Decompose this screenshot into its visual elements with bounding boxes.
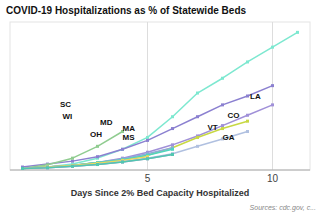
point [21, 167, 24, 170]
series-line [23, 32, 298, 168]
point [146, 139, 149, 142]
point [196, 115, 199, 118]
series-line [23, 154, 173, 168]
series-label: MA [123, 124, 136, 133]
series-line [23, 157, 148, 169]
point [21, 167, 24, 170]
series-line [23, 148, 173, 169]
point [171, 143, 174, 146]
series-line [23, 149, 173, 168]
point [46, 166, 49, 169]
point [146, 136, 149, 139]
point [71, 165, 74, 168]
point [71, 157, 74, 160]
point [221, 127, 224, 130]
point [196, 136, 199, 139]
point [96, 163, 99, 166]
point [171, 115, 174, 118]
point [71, 165, 74, 168]
point [246, 95, 249, 98]
point [221, 77, 224, 80]
point [71, 164, 74, 167]
point [171, 148, 174, 151]
point [21, 167, 24, 170]
series-label: VT [208, 123, 218, 132]
series-label: WI [63, 112, 73, 121]
series-label: GA [223, 133, 235, 142]
point [96, 163, 99, 166]
point [121, 161, 124, 164]
point [21, 167, 24, 170]
plot-frame [10, 22, 310, 170]
point [121, 148, 124, 151]
series-line [23, 132, 248, 169]
series-line [23, 86, 273, 167]
point [271, 46, 274, 49]
point [96, 155, 99, 158]
point [121, 161, 124, 164]
point [46, 166, 49, 169]
point [46, 166, 49, 169]
series-line [23, 121, 248, 168]
series-label: MD [100, 118, 113, 127]
series-line [23, 105, 273, 169]
point [46, 166, 49, 169]
point [71, 164, 74, 167]
series-label: LA [250, 92, 261, 101]
point [21, 167, 24, 170]
source: Sources: cdc.gov, c... [250, 204, 316, 212]
point [21, 167, 24, 170]
point [21, 167, 24, 170]
point [21, 167, 24, 170]
point [71, 164, 74, 167]
point [221, 124, 224, 127]
grid-line [272, 22, 273, 170]
point [21, 167, 24, 170]
point [246, 114, 249, 117]
point [121, 160, 124, 163]
point [46, 166, 49, 169]
point [146, 157, 149, 160]
series-label: MS [123, 133, 136, 142]
point [196, 92, 199, 95]
point [296, 31, 299, 34]
point [171, 153, 174, 156]
point [121, 148, 124, 151]
x-tick-label: 5 [145, 173, 151, 184]
series-line [23, 154, 173, 168]
point [171, 152, 174, 155]
point [46, 166, 49, 169]
point [71, 165, 74, 168]
point [246, 120, 249, 123]
point [96, 145, 99, 148]
point [21, 167, 24, 170]
point [246, 60, 249, 63]
point [71, 164, 74, 167]
point [171, 127, 174, 130]
x-axis-line [10, 170, 310, 171]
x-tick-label: 10 [267, 173, 279, 184]
point [71, 164, 74, 167]
point [146, 157, 149, 160]
plot-area [21, 31, 299, 170]
point [46, 166, 49, 169]
series-label: SC [60, 100, 71, 109]
title: COVID-19 Hospitalizations as % of Statew… [6, 5, 246, 16]
point [46, 166, 49, 169]
point [171, 153, 174, 156]
point [196, 145, 199, 148]
point [96, 163, 99, 166]
chart: 5 10 LA CO VT GA SC MD MA WI OH MS COVID-19 Hospital… [0, 0, 320, 214]
series-label: OH [90, 130, 102, 139]
point [46, 166, 49, 169]
point [46, 163, 49, 166]
point [71, 160, 74, 163]
point [221, 103, 224, 106]
point [271, 103, 274, 106]
series-label: CO [228, 111, 240, 120]
point [246, 130, 249, 133]
point [271, 84, 274, 87]
grid-line [147, 22, 148, 170]
x-axis-label: Days Since 2% Bed Capacity Hospitalized [71, 188, 250, 198]
